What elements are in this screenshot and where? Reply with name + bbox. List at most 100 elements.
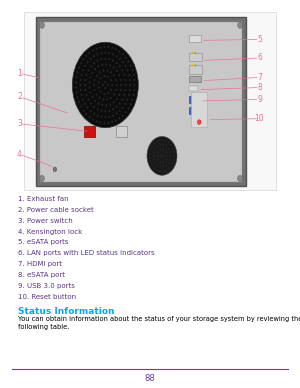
Circle shape <box>82 69 84 71</box>
Circle shape <box>85 55 87 57</box>
Circle shape <box>238 22 242 28</box>
Circle shape <box>112 114 114 117</box>
Circle shape <box>40 22 44 28</box>
Circle shape <box>119 58 121 60</box>
Circle shape <box>92 72 93 74</box>
Circle shape <box>119 102 121 105</box>
Circle shape <box>120 79 122 81</box>
Text: 6. LAN ports with LED status indicators: 6. LAN ports with LED status indicators <box>18 250 154 256</box>
Circle shape <box>149 153 150 155</box>
Circle shape <box>122 69 123 71</box>
Circle shape <box>119 110 121 112</box>
Circle shape <box>112 108 114 111</box>
Circle shape <box>94 79 95 81</box>
Circle shape <box>157 151 158 153</box>
Circle shape <box>83 109 84 112</box>
Circle shape <box>107 46 109 48</box>
Circle shape <box>83 58 84 61</box>
Circle shape <box>125 111 127 113</box>
Circle shape <box>163 166 164 168</box>
Circle shape <box>113 94 115 95</box>
Bar <box>189 35 201 42</box>
Bar <box>40 22 242 182</box>
Circle shape <box>118 117 120 120</box>
Circle shape <box>90 58 92 60</box>
Circle shape <box>93 55 95 57</box>
Circle shape <box>115 48 117 50</box>
Circle shape <box>170 166 172 168</box>
Circle shape <box>103 69 104 71</box>
Circle shape <box>101 64 103 66</box>
Bar <box>191 92 207 127</box>
Circle shape <box>110 79 112 81</box>
Text: 8. eSATA port: 8. eSATA port <box>18 272 65 278</box>
Circle shape <box>116 113 117 115</box>
Circle shape <box>106 63 107 66</box>
Circle shape <box>131 99 133 101</box>
Circle shape <box>103 122 105 124</box>
Circle shape <box>85 94 87 96</box>
Circle shape <box>134 79 135 81</box>
Circle shape <box>81 74 82 76</box>
Circle shape <box>131 69 133 71</box>
Circle shape <box>93 62 95 64</box>
Circle shape <box>194 52 196 54</box>
Circle shape <box>97 59 98 62</box>
Circle shape <box>116 55 117 57</box>
Circle shape <box>98 81 100 83</box>
Circle shape <box>88 69 89 71</box>
Circle shape <box>118 94 120 96</box>
Circle shape <box>155 162 156 164</box>
Circle shape <box>153 155 154 157</box>
Circle shape <box>94 68 96 70</box>
Circle shape <box>92 96 93 98</box>
Bar <box>189 66 202 74</box>
Circle shape <box>118 50 120 53</box>
Circle shape <box>108 110 110 112</box>
Circle shape <box>82 99 84 100</box>
Circle shape <box>124 89 126 91</box>
Circle shape <box>156 155 158 157</box>
Circle shape <box>103 99 104 100</box>
Circle shape <box>96 74 98 76</box>
Circle shape <box>104 57 106 60</box>
Circle shape <box>87 61 88 63</box>
Circle shape <box>124 65 126 67</box>
Circle shape <box>168 162 169 164</box>
Circle shape <box>113 101 115 104</box>
Circle shape <box>88 52 90 54</box>
Circle shape <box>97 108 98 111</box>
Text: 5. eSATA ports: 5. eSATA ports <box>18 239 68 245</box>
Circle shape <box>102 84 104 86</box>
Circle shape <box>162 139 164 141</box>
Circle shape <box>160 149 161 151</box>
Circle shape <box>80 89 82 91</box>
Circle shape <box>161 157 163 159</box>
Circle shape <box>128 94 130 96</box>
Circle shape <box>75 87 77 88</box>
Circle shape <box>238 175 242 182</box>
Text: 1: 1 <box>17 69 22 78</box>
Circle shape <box>80 79 82 81</box>
Circle shape <box>98 102 99 105</box>
Circle shape <box>96 48 98 50</box>
Text: 9: 9 <box>257 95 262 104</box>
Circle shape <box>87 107 88 109</box>
Circle shape <box>157 165 158 166</box>
Circle shape <box>108 52 110 54</box>
Circle shape <box>134 84 136 86</box>
Circle shape <box>96 120 98 122</box>
Circle shape <box>94 100 96 102</box>
Circle shape <box>81 94 82 96</box>
Circle shape <box>133 94 134 96</box>
Circle shape <box>153 151 154 153</box>
Circle shape <box>80 84 81 86</box>
Circle shape <box>128 60 129 62</box>
Circle shape <box>104 52 106 54</box>
Circle shape <box>156 141 158 142</box>
Circle shape <box>163 149 164 151</box>
Bar <box>189 76 201 82</box>
Circle shape <box>107 122 109 124</box>
Text: 9. USB 3.0 ports: 9. USB 3.0 ports <box>18 283 75 289</box>
Text: Status Information: Status Information <box>18 307 115 315</box>
